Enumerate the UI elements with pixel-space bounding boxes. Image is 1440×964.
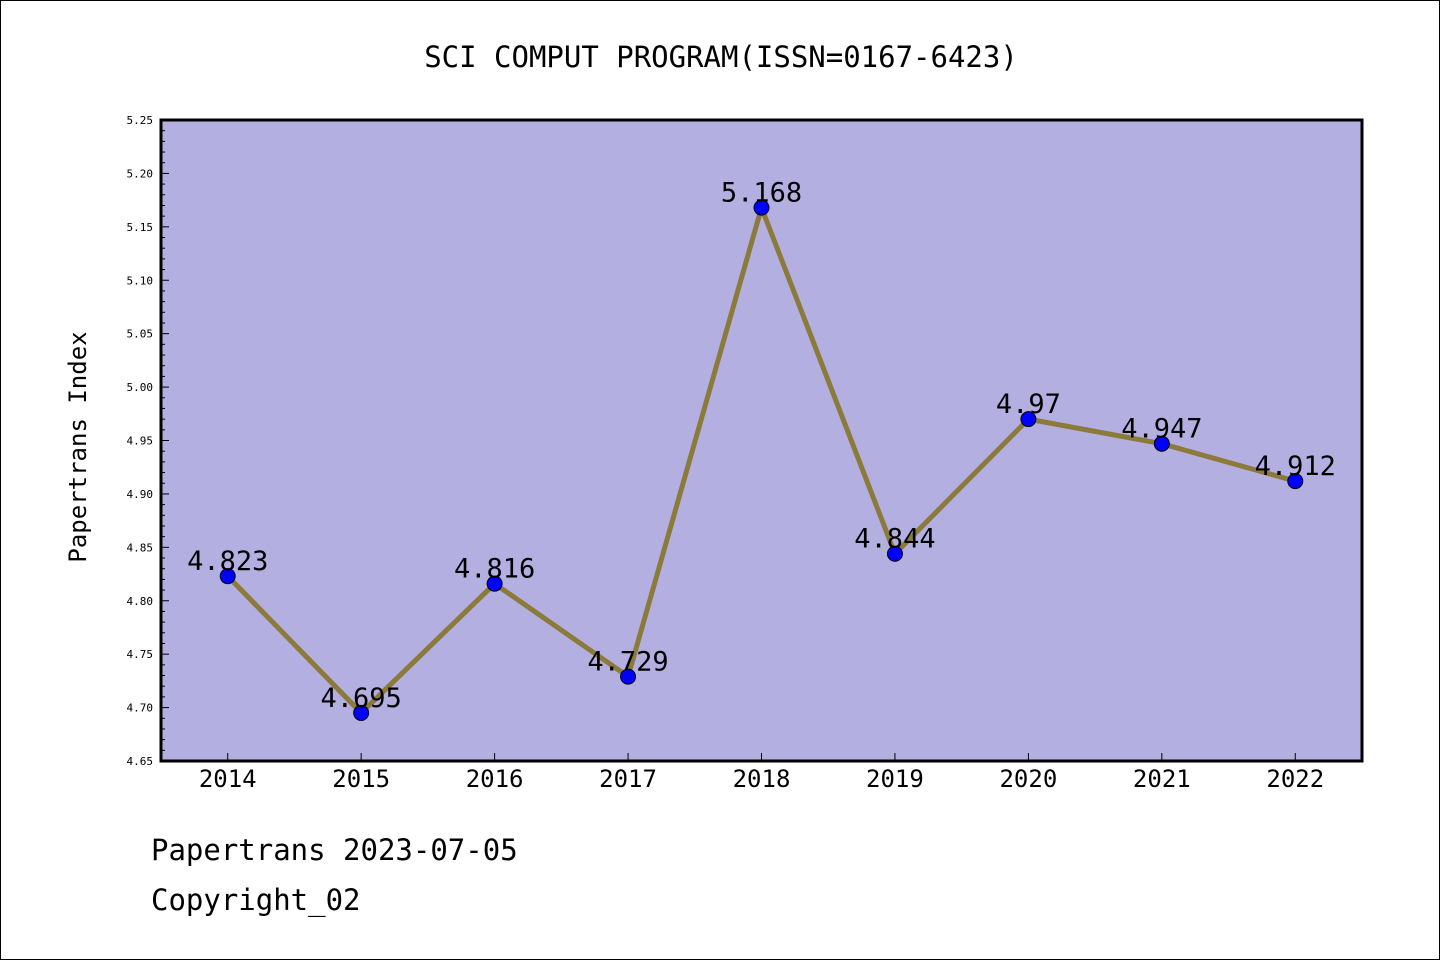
y-tick-label: 4.85 xyxy=(127,541,154,554)
data-point xyxy=(219,568,236,585)
data-label: 4.823 xyxy=(187,546,268,577)
series-papertrans-index: 4.823 4.695 4.816 4.729 5.168 4.844 4.97 4.947 4… xyxy=(187,178,1336,721)
data-point xyxy=(620,668,637,685)
footer-source-date: Papertrans 2023-07-05 xyxy=(151,833,518,867)
y-tick-label: 5.10 xyxy=(127,274,154,287)
footer-copyright: Copyright_02 xyxy=(151,883,361,917)
y-tick-label: 5.05 xyxy=(127,328,154,341)
x-tick-label: 2019 xyxy=(866,765,924,793)
x-axis: 2014 2015 2016 2017 2018 2019 2020 2021 2022 xyxy=(199,753,1324,793)
data-point xyxy=(1153,435,1170,452)
data-point xyxy=(353,704,370,721)
data-point xyxy=(1287,473,1304,490)
x-tick-label: 2020 xyxy=(999,765,1057,793)
y-tick-label: 4.65 xyxy=(127,755,154,768)
y-tick-label: 4.70 xyxy=(127,702,154,715)
y-tick-label: 5.15 xyxy=(127,221,154,234)
data-label: 4.97 xyxy=(996,389,1061,420)
x-tick-label: 2015 xyxy=(332,765,390,793)
y-axis: 4.65 4.70 4.75 4.80 4.85 4.90 4.95 5.00 5.05 5.10… xyxy=(127,114,169,768)
data-label: 5.168 xyxy=(721,178,802,209)
x-tick-label: 2014 xyxy=(199,765,257,793)
y-tick-label: 4.95 xyxy=(127,435,154,448)
data-label: 4.695 xyxy=(321,683,402,714)
y-tick-label: 4.90 xyxy=(127,488,154,501)
data-point xyxy=(753,199,770,216)
data-label: 4.912 xyxy=(1255,451,1336,482)
x-tick-label: 2017 xyxy=(599,765,657,793)
y-tick-label: 4.80 xyxy=(127,595,154,608)
y-tick-label: 5.25 xyxy=(127,114,154,127)
data-point xyxy=(886,545,903,562)
data-label: 4.816 xyxy=(454,554,535,585)
x-tick-label: 2018 xyxy=(733,765,791,793)
data-label: 4.947 xyxy=(1121,414,1202,445)
data-label: 4.729 xyxy=(587,647,668,678)
y-tick-label: 5.20 xyxy=(127,167,154,180)
y-tick-label: 4.75 xyxy=(127,648,154,661)
y-axis-label: Papertrans Index xyxy=(64,331,92,562)
data-point xyxy=(1020,411,1037,428)
x-tick-label: 2021 xyxy=(1133,765,1191,793)
x-tick-label: 2022 xyxy=(1266,765,1324,793)
data-label: 4.844 xyxy=(854,524,935,555)
chart-title: SCI COMPUT PROGRAM(ISSN=0167-6423) xyxy=(424,40,1018,74)
x-tick-label: 2016 xyxy=(466,765,524,793)
data-point xyxy=(486,575,503,592)
y-tick-label: 5.00 xyxy=(127,381,154,394)
